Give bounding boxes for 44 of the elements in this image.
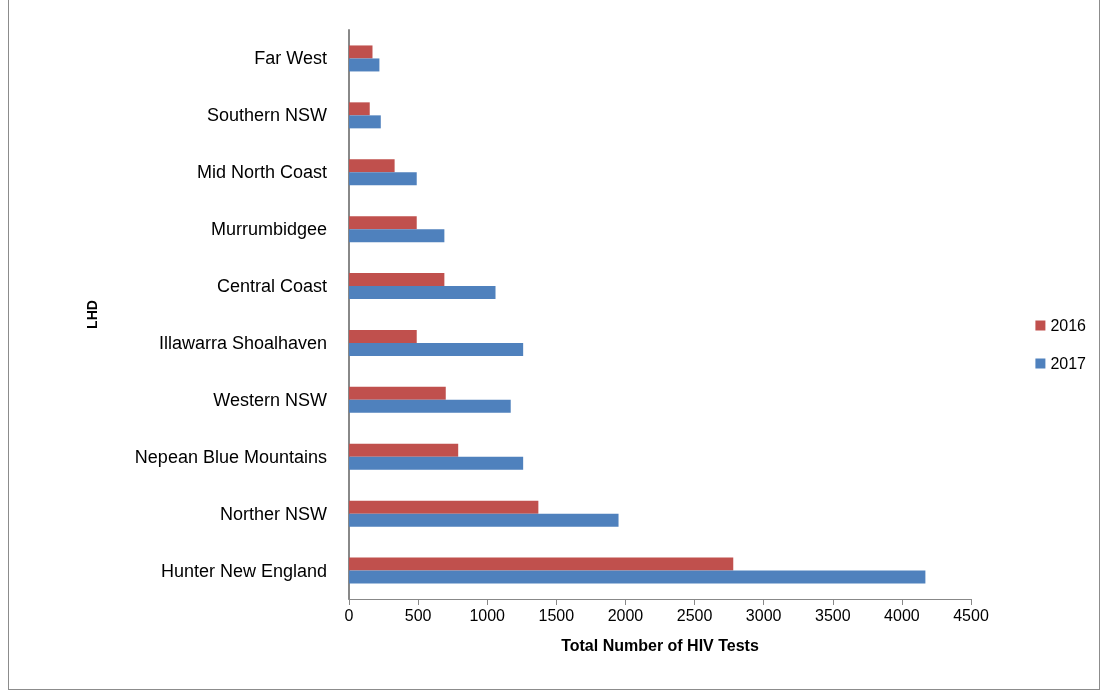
x-tick-label: 4500: [953, 606, 989, 624]
bar: [349, 172, 417, 186]
bar: [349, 456, 524, 470]
bar: [349, 159, 395, 173]
bar: [349, 102, 370, 116]
x-tick-label: 4000: [884, 606, 920, 624]
bar: [349, 500, 539, 514]
y-tick-label: Murrumbidgee: [210, 219, 327, 240]
y-tick-label: Illawarra Shoalhaven: [158, 332, 327, 353]
bar: [349, 286, 496, 300]
x-tick-label: 3500: [814, 606, 851, 624]
bar: [349, 570, 926, 584]
bar: [349, 513, 619, 527]
x-tick-label: 0: [344, 606, 354, 624]
bar: [349, 557, 734, 571]
y-tick-label: Norther NSW: [219, 503, 328, 524]
x-tick-label: 500: [404, 606, 432, 624]
legend-label: 2017: [1050, 355, 1087, 372]
legend-label: 2016: [1050, 317, 1087, 334]
bar: [349, 229, 445, 243]
x-tick-label: 2000: [607, 606, 644, 624]
x-tick-label: 1000: [469, 606, 506, 624]
bar: [349, 115, 381, 129]
x-tick-label: 1500: [538, 606, 575, 624]
y-tick-label: Nepean Blue Mountains: [134, 446, 327, 467]
bar: [349, 58, 380, 72]
bar: [349, 443, 459, 457]
bar: [349, 45, 373, 59]
y-tick-label: Central Coast: [216, 276, 327, 297]
x-tick-label: 2500: [676, 606, 713, 624]
y-axis-title: LHD: [84, 300, 100, 329]
bar: [349, 342, 524, 356]
x-tick-label: 3000: [745, 606, 782, 624]
bar: [349, 399, 511, 413]
y-tick-label: Western NSW: [213, 389, 328, 410]
y-tick-label: Southern NSW: [206, 105, 327, 126]
y-tick-label: Mid North Coast: [196, 162, 327, 183]
bar: [349, 329, 417, 343]
bar: [349, 216, 417, 230]
y-tick-label: Hunter New England: [160, 560, 327, 581]
bar: [349, 273, 445, 287]
x-axis-title: Total Number of HIV Tests: [561, 636, 759, 654]
y-tick-label: Far West: [254, 48, 327, 69]
bar: [349, 386, 446, 400]
